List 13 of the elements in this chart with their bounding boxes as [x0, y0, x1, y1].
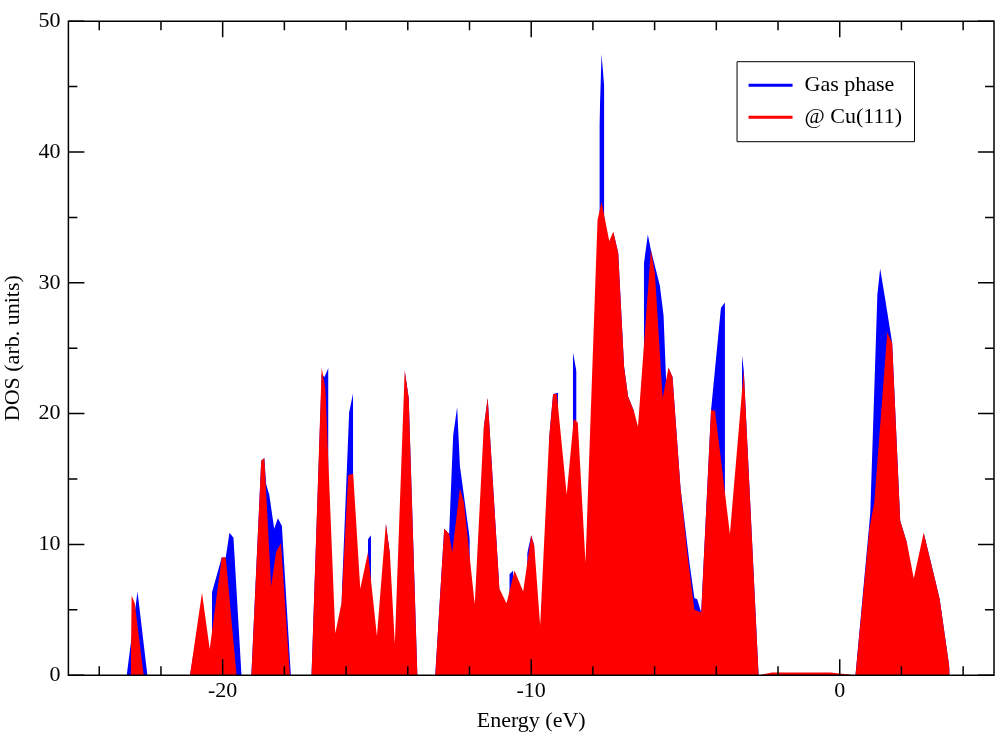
y-axis-title: DOS (arb. units): [0, 275, 24, 422]
y-tick-label: 20: [38, 399, 61, 425]
y-tick-label: 40: [38, 137, 61, 163]
y-tick-label: 10: [38, 530, 61, 556]
x-tick-label: 0: [834, 677, 846, 703]
y-tick-label: 30: [38, 268, 61, 294]
y-tick-label: 50: [38, 6, 61, 32]
legend-label: @ Cu(111): [804, 102, 902, 128]
x-axis-title: Energy (eV): [476, 706, 586, 732]
x-tick-label: -10: [516, 677, 546, 703]
x-tick-label: -20: [208, 677, 238, 703]
y-tick-label: 0: [49, 660, 61, 686]
legend-label: Gas phase: [804, 70, 895, 96]
